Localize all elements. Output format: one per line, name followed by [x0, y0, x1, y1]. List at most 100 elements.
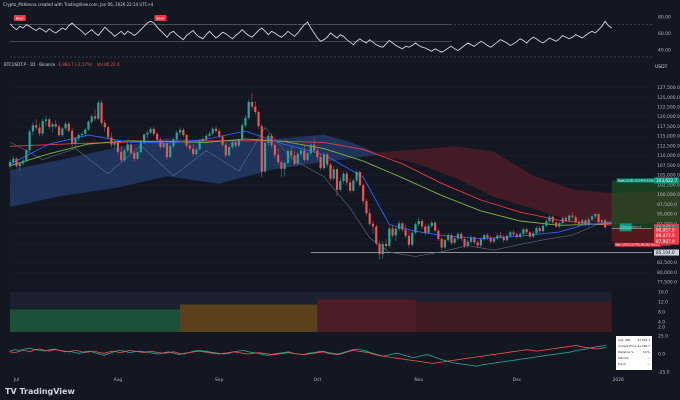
price-tick-label: 82,500.0 — [657, 260, 677, 266]
candle-body — [568, 215, 571, 221]
candle-body — [398, 223, 401, 229]
candle-body — [133, 152, 136, 159]
candle-body — [535, 228, 538, 234]
candle-body — [322, 154, 326, 169]
lagging-span-line — [9, 127, 612, 257]
candle-body — [427, 226, 430, 233]
time-tick-label: Nov — [414, 377, 423, 383]
candle-body — [401, 223, 404, 230]
candle-body — [590, 216, 594, 220]
candle-body — [90, 116, 93, 122]
volatility-tick-label: 12.0 — [658, 300, 668, 306]
candle-body — [54, 124, 57, 127]
candle-body — [74, 138, 77, 144]
candle-body — [205, 135, 208, 139]
candle-body — [519, 233, 522, 238]
currency-label: USDT — [655, 65, 668, 70]
candle-body — [358, 171, 361, 186]
candle-body — [234, 142, 237, 146]
info-box-value: 97,561.1 — [638, 338, 651, 342]
info-box-key: Distance % — [618, 350, 634, 354]
ichimoku-cloud-bullish — [10, 134, 377, 207]
ema-blue-line — [9, 130, 612, 240]
candle-body — [509, 232, 512, 236]
candle-body — [515, 234, 518, 238]
price-tick-label: 97,500.0 — [657, 202, 677, 208]
price-axis-badge — [654, 249, 679, 256]
candle-body — [244, 117, 247, 126]
candle-body — [156, 133, 159, 140]
candle-body — [424, 226, 427, 233]
candle-body — [496, 235, 499, 239]
candle-body — [411, 232, 414, 245]
price-tick-label: 105,000.0 — [657, 173, 680, 179]
candle-body — [221, 136, 224, 145]
candle-body — [486, 235, 489, 238]
candle-body — [254, 106, 257, 113]
candle-body — [352, 180, 355, 191]
volatility-segment — [10, 309, 181, 332]
tradingview-logo[interactable]: TV TradingView — [5, 387, 75, 396]
candle-body — [577, 221, 581, 224]
candle-body — [162, 143, 165, 148]
candle-body — [554, 222, 558, 227]
price-panel: Target: 12,301.7 (13.47%) 1,230,617, Amo… — [8, 87, 680, 283]
rsi-panel: 80.00 60.00 40.00 Bear Bear — [9, 14, 671, 58]
candle-body — [453, 238, 456, 243]
candle-body — [152, 128, 155, 134]
candle-body — [348, 182, 352, 191]
candle-body — [469, 237, 473, 242]
candle-body — [18, 163, 21, 167]
candle-body — [211, 128, 214, 134]
osc-tick-label: 0.0 — [658, 352, 665, 358]
candle-body — [257, 112, 260, 127]
price-axis-badge-text: 87,907.9 — [656, 239, 675, 244]
candle-body — [165, 143, 169, 158]
candle-body — [551, 216, 554, 223]
candle-body — [309, 144, 312, 154]
rsi-signal-badge — [154, 15, 167, 21]
candle-body — [283, 163, 286, 169]
price-tick-label: 122,500.0 — [657, 104, 680, 110]
price-tick-label: 80,000.0 — [657, 270, 677, 276]
candle-body — [227, 147, 231, 156]
candle-body — [100, 102, 103, 123]
candle-body — [136, 152, 139, 159]
candle-body — [218, 131, 221, 137]
info-box-value: — — [647, 356, 650, 360]
candle-body — [299, 150, 303, 155]
candle-body — [175, 132, 178, 140]
candle-body — [414, 224, 417, 233]
price-axis-badge — [654, 226, 679, 233]
candle-body — [8, 161, 12, 167]
price-tick-label: 117,500.0 — [657, 124, 680, 130]
price-axis: 127,500.0 125,000.0 122,500.0 120,000.0 117,… — [654, 85, 680, 286]
symbol-label: BTCUSDT.P · 1D · Binance — [4, 62, 56, 67]
candle-body — [103, 122, 106, 128]
candle-body — [440, 238, 443, 248]
candle-body — [525, 229, 528, 233]
candle-body — [286, 150, 290, 164]
candle-body — [437, 230, 440, 239]
candle-body — [434, 222, 437, 231]
time-tick-label: Sep — [215, 377, 224, 383]
candle-body — [267, 135, 270, 143]
candle-body — [57, 126, 61, 136]
candle-body — [67, 123, 70, 131]
candle-body — [28, 131, 31, 151]
price-tick-label: 102,500.0 — [657, 182, 680, 188]
candle-body — [365, 201, 368, 214]
info-box-value: — — [647, 362, 650, 366]
info-box-key: Avg. ATR — [618, 338, 630, 342]
price-axis-badge — [654, 232, 679, 239]
candle-body — [499, 235, 502, 238]
candle-body — [178, 129, 182, 133]
candle-body — [142, 134, 146, 143]
candle-body — [604, 220, 607, 228]
candle-body — [456, 233, 460, 239]
candle-body — [407, 235, 411, 245]
info-box — [616, 336, 652, 370]
candle-body — [430, 222, 433, 227]
